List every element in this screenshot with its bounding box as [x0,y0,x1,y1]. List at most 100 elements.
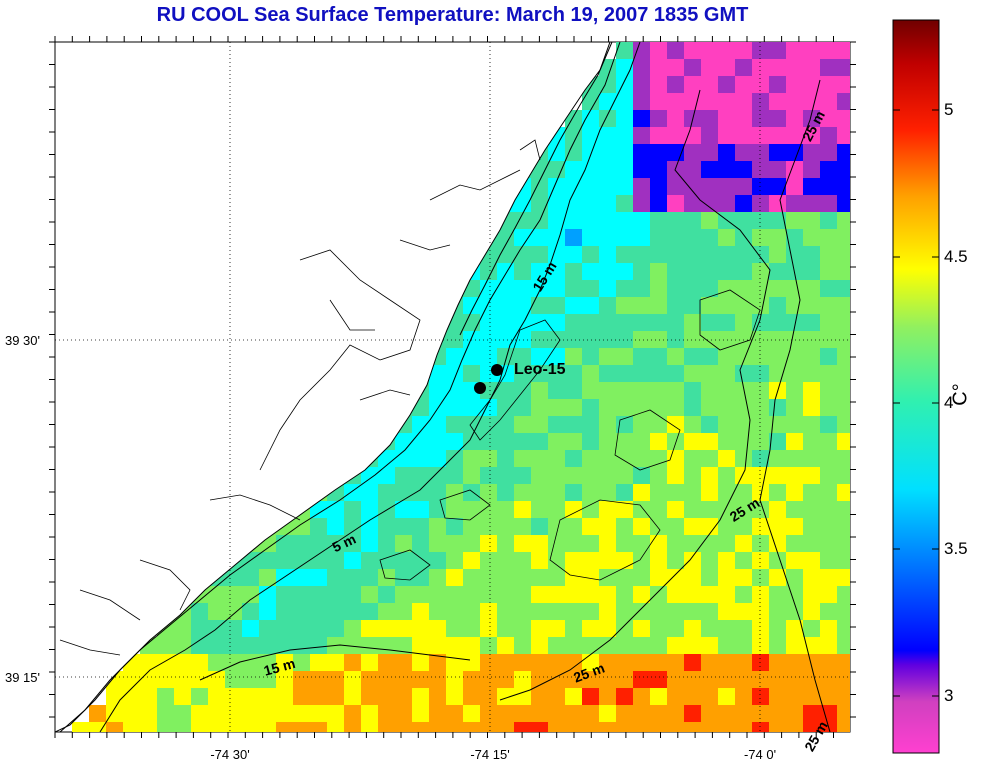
sst-pixel [667,144,685,162]
sst-pixel [633,450,651,468]
sst-pixel [548,195,566,213]
sst-pixel [650,42,668,60]
sst-pixel [548,603,566,621]
sst-pixel [667,229,685,247]
sst-pixel [650,705,668,723]
sst-pixel [650,535,668,553]
sst-pixel [378,705,396,723]
sst-pixel [837,110,850,128]
sst-pixel [786,603,804,621]
sst-pixel [752,76,770,94]
sst-pixel [395,688,413,706]
sst-pixel [718,110,736,128]
sst-pixel [667,297,685,315]
sst-pixel [667,42,685,60]
sst-pixel [514,501,532,519]
sst-pixel [548,467,566,485]
sst-pixel [701,654,719,672]
sst-pixel [701,450,719,468]
sst-pixel [735,59,753,77]
sst-pixel [718,144,736,162]
sst-pixel [752,297,770,315]
sst-pixel [565,671,583,689]
sst-pixel [497,603,515,621]
sst-pixel [633,331,651,349]
sst-pixel [820,195,838,213]
sst-pixel [803,42,821,60]
sst-pixel [565,688,583,706]
sst-pixel [531,263,549,281]
sst-pixel [735,722,753,732]
sst-pixel [548,280,566,298]
sst-pixel [548,246,566,264]
colorbar-label-3-5: 3.5 [944,539,968,558]
sst-pixel [786,518,804,536]
sst-pixel [344,603,362,621]
sst-pixel [599,144,617,162]
sst-pixel [293,586,311,604]
sst-pixel [106,722,124,732]
sst-pixel [480,314,498,332]
sst-pixel [735,365,753,383]
sst-pixel [684,603,702,621]
sst-pixel [684,42,702,60]
sst-pixel [276,620,294,638]
sst-pixel [497,569,515,587]
sst-pixel [174,705,192,723]
sst-pixel [718,59,736,77]
sst-pixel [752,586,770,604]
sst-pixel [599,348,617,366]
sst-pixel [412,569,430,587]
sst-pixel [752,654,770,672]
sst-pixel [820,76,838,94]
sst-pixel [480,331,498,349]
sst-pixel [820,314,838,332]
sst-pixel [327,501,345,519]
sst-pixel [633,178,651,196]
sst-pixel [582,348,600,366]
sst-pixel [633,433,651,451]
sst-pixel [837,450,850,468]
station-marker-a[interactable] [491,364,503,376]
sst-pixel [531,688,549,706]
sst-pixel [650,93,668,111]
sst-pixel [293,637,311,655]
sst-pixel [480,348,498,366]
sst-pixel [582,535,600,553]
sst-pixel [480,654,498,672]
sst-pixel [769,263,787,281]
sst-pixel [548,535,566,553]
sst-pixel [786,722,804,732]
sst-pixel [429,484,447,502]
sst-pixel [701,365,719,383]
sst-pixel [531,195,549,213]
sst-pixel [327,620,345,638]
sst-pixel [752,501,770,519]
sst-pixel [123,705,141,723]
sst-pixel [735,76,753,94]
sst-pixel [565,382,583,400]
sst-pixel [752,416,770,434]
sst-pixel [395,705,413,723]
sst-pixel [786,229,804,247]
sst-pixel [650,671,668,689]
sst-pixel [514,195,532,213]
sst-pixel [820,161,838,179]
sst-pixel [735,195,753,213]
sst-pixel [633,280,651,298]
sst-pixel [463,688,481,706]
sst-pixel [191,603,209,621]
sst-pixel [667,450,685,468]
sst-pixel [480,518,498,536]
station-marker-b[interactable] [474,382,486,394]
sst-pixel [650,586,668,604]
sst-pixel [412,450,430,468]
sst-pixel [548,382,566,400]
sst-pixel [803,144,821,162]
sst-pixel [735,501,753,519]
sst-pixel [684,161,702,179]
sst-pixel [752,569,770,587]
sst-pixel [378,450,396,468]
sst-pixel [582,246,600,264]
sst-pixel [735,654,753,672]
